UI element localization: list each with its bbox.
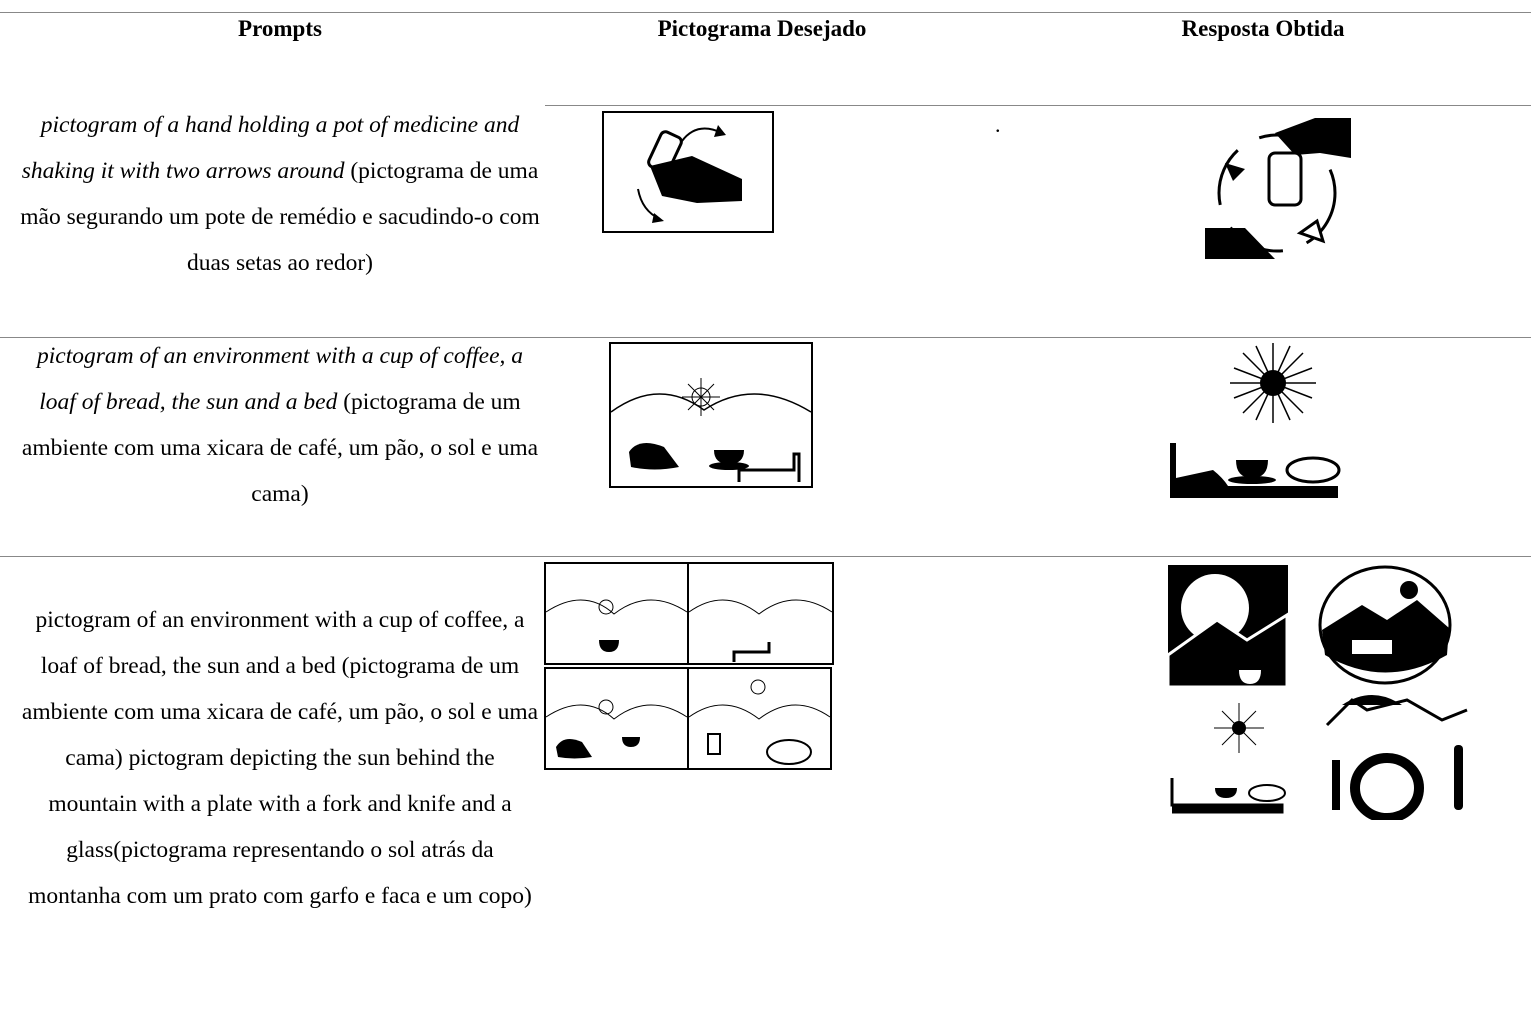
prompt-cell: pictogram of a hand holding a pot of med… xyxy=(20,102,540,286)
prompt-cell: pictogram of an environment with a cup o… xyxy=(20,597,540,919)
prompt-pt: (pictograma de um ambiente com uma xicar… xyxy=(21,389,539,507)
prompt-en: pictogram of a hand holding a pot of med… xyxy=(21,112,520,184)
pictogram xyxy=(1205,118,1351,259)
prompt: pictogram of an environment with a cup o… xyxy=(21,607,539,909)
pictogram xyxy=(609,342,813,488)
row-rule xyxy=(0,337,1531,338)
row-rule xyxy=(0,556,1531,557)
top-rule xyxy=(0,12,1531,13)
header: Prompts xyxy=(238,16,322,41)
pictogram xyxy=(1170,343,1341,498)
row-rule xyxy=(545,105,1531,106)
header: Resposta Obtida xyxy=(1181,16,1345,41)
pictogram xyxy=(544,562,834,770)
pictogram xyxy=(1167,565,1468,820)
header: Pictograma Desejado xyxy=(657,16,867,41)
stray-mark: . xyxy=(995,112,1001,137)
prompt-pt: (pictograma de uma mão segurando um pote… xyxy=(20,158,540,276)
prompt-cell: pictogram of an environment with a cup o… xyxy=(20,333,540,517)
prompt-en: pictogram of an environment with a cup o… xyxy=(36,343,524,415)
pictogram xyxy=(602,111,774,233)
